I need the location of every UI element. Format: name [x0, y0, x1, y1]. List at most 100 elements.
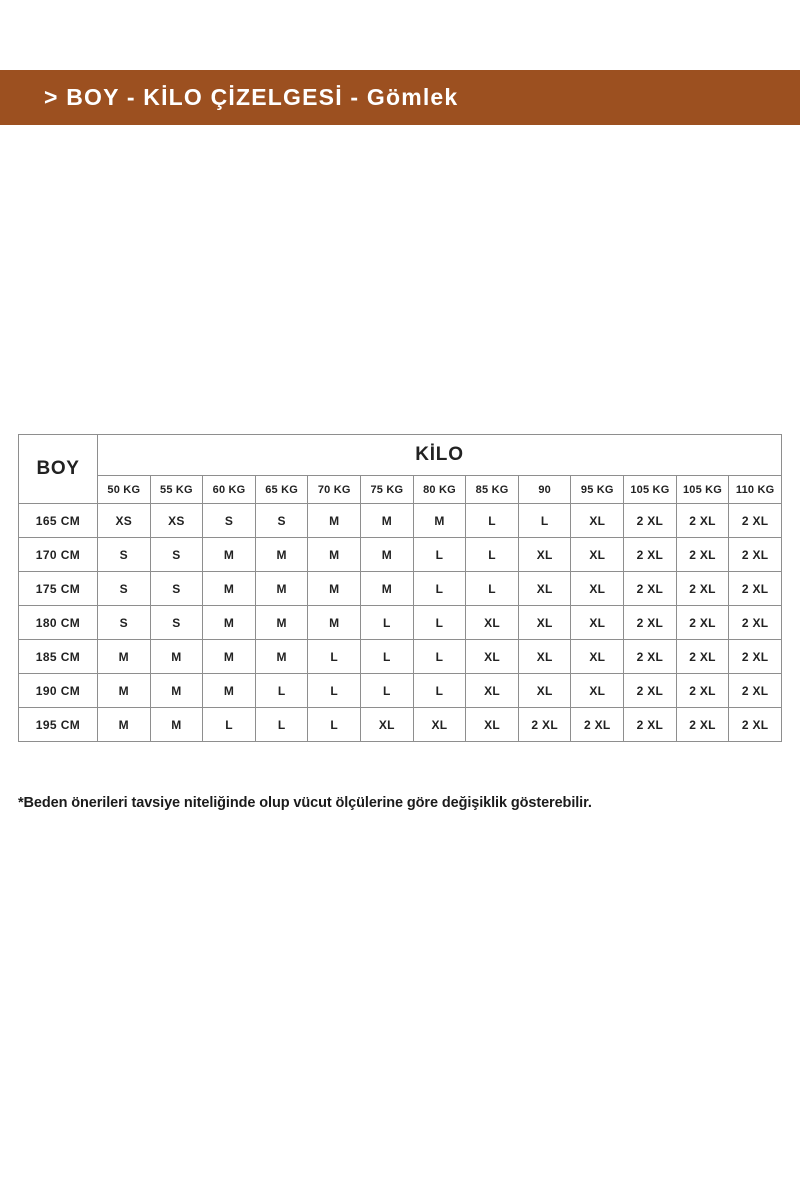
weight-column-header: 50 KG [97, 475, 151, 504]
size-cell: L [517, 503, 572, 538]
size-cell: 2 XL [623, 673, 677, 708]
size-chart-head: BOY KİLO 50 KG 55 KG 60 KG 65 KG 70 KG 75 KG 8… [18, 434, 782, 504]
weight-column-header: 90 [517, 475, 572, 504]
size-cell: S [97, 571, 151, 606]
size-cell: S [254, 503, 309, 538]
size-cell: L [412, 673, 467, 708]
size-cell: XL [570, 639, 625, 674]
size-cell: M [254, 605, 309, 640]
size-cell: 2 XL [728, 537, 782, 572]
size-cell: M [307, 605, 362, 640]
size-chart-table: BOY KİLO 50 KG 55 KG 60 KG 65 KG 70 KG 75 KG 8… [18, 434, 782, 742]
size-cell: L [202, 707, 256, 742]
size-cell: 2 XL [675, 673, 730, 708]
size-cell: L [307, 639, 362, 674]
size-cell: M [202, 537, 256, 572]
size-cell: L [412, 537, 467, 572]
size-cell: M [202, 673, 256, 708]
size-cell: S [149, 605, 204, 640]
size-cell: M [97, 639, 151, 674]
size-cell: XL [517, 673, 572, 708]
size-cell: L [307, 707, 362, 742]
size-cell: M [307, 503, 362, 538]
size-cell: 2 XL [728, 605, 782, 640]
size-cell: 2 XL [623, 537, 677, 572]
size-cell: XL [465, 673, 519, 708]
size-cell: XS [97, 503, 151, 538]
size-cell: M [360, 571, 414, 606]
size-cell: 2 XL [675, 503, 730, 538]
size-cell: L [307, 673, 362, 708]
table-row: 170 CM S S M M M M L L XL XL 2 XL 2 XL 2 XL [18, 537, 782, 572]
size-cell: 2 XL [517, 707, 572, 742]
size-cell: XL [465, 707, 519, 742]
size-cell: 2 XL [728, 639, 782, 674]
size-cell: M [202, 571, 256, 606]
size-cell: 2 XL [623, 571, 677, 606]
weight-column-header: 65 KG [254, 475, 309, 504]
header-row-weights: 50 KG 55 KG 60 KG 65 KG 70 KG 75 KG 80 KG 85 KG… [19, 475, 782, 504]
height-row-label: 175 CM [18, 571, 98, 606]
size-cell: M [360, 537, 414, 572]
size-chart-container: BOY KİLO 50 KG 55 KG 60 KG 65 KG 70 KG 75 KG 8… [18, 434, 782, 742]
weight-column-header: 75 KG [360, 475, 414, 504]
size-cell: XL [517, 605, 572, 640]
size-cell: L [465, 537, 519, 572]
size-cell: XL [570, 503, 625, 538]
size-cell: XL [570, 605, 625, 640]
size-cell: L [360, 673, 414, 708]
size-cell: 2 XL [675, 571, 730, 606]
weight-column-header: 105 KG [675, 475, 730, 504]
size-cell: L [254, 673, 309, 708]
size-cell: L [360, 639, 414, 674]
weight-column-header: 85 KG [465, 475, 519, 504]
footnote-text: *Beden önerileri tavsiye niteliğinde olu… [18, 795, 592, 811]
size-cell: 2 XL [728, 571, 782, 606]
size-cell: M [202, 639, 256, 674]
size-cell: 2 XL [570, 707, 625, 742]
table-row: 185 CM M M M M L L L XL XL XL 2 XL 2 XL 2 XL [18, 639, 782, 674]
weight-column-header: 70 KG [307, 475, 362, 504]
page-title: > BOY - KİLO ÇİZELGESİ - Gömlek [44, 84, 459, 110]
size-cell: 2 XL [623, 605, 677, 640]
table-row: 190 CM M M M L L L L XL XL XL 2 XL 2 XL 2 XL [18, 673, 782, 708]
size-cell: M [307, 571, 362, 606]
table-row: 180 CM S S M M M L L XL XL XL 2 XL 2 XL 2 XL [18, 605, 782, 640]
size-chart-body: 165 CM XS XS S S M M M L L XL 2 XL 2 XL 2 XL 170 CM S S M… [18, 503, 782, 742]
header-row-group: BOY KİLO [18, 434, 782, 504]
size-cell: XS [149, 503, 204, 538]
size-cell: M [149, 639, 204, 674]
table-row: 195 CM M M L L L XL XL XL 2 XL 2 XL 2 XL 2 XL 2 XL [18, 707, 782, 742]
size-cell: 2 XL [675, 605, 730, 640]
size-cell: 2 XL [623, 707, 677, 742]
height-row-label: 195 CM [18, 707, 98, 742]
table-row: 165 CM XS XS S S M M M L L XL 2 XL 2 XL 2 XL [18, 503, 782, 538]
size-cell: XL [570, 571, 625, 606]
size-cell: M [202, 605, 256, 640]
size-cell: XL [517, 537, 572, 572]
size-cell: XL [360, 707, 414, 742]
size-cell: 2 XL [675, 707, 730, 742]
size-cell: S [149, 537, 204, 572]
size-cell: L [254, 707, 309, 742]
size-cell: M [254, 537, 309, 572]
size-cell: M [254, 639, 309, 674]
height-row-label: 190 CM [18, 673, 98, 708]
weight-column-header: 55 KG [149, 475, 204, 504]
weight-column-header: 95 KG [570, 475, 625, 504]
size-cell: L [412, 571, 467, 606]
size-cell: M [360, 503, 414, 538]
size-cell: L [360, 605, 414, 640]
size-cell: XL [517, 571, 572, 606]
size-cell: 2 XL [728, 707, 782, 742]
size-cell: L [412, 605, 467, 640]
size-cell: XL [412, 707, 467, 742]
size-cell: S [97, 537, 151, 572]
size-cell: M [412, 503, 467, 538]
size-cell: 2 XL [623, 503, 677, 538]
size-cell: M [254, 571, 309, 606]
col-group-label-kilo: KİLO [97, 434, 782, 476]
size-cell: S [202, 503, 256, 538]
weight-column-header: 60 KG [202, 475, 256, 504]
height-row-label: 170 CM [18, 537, 98, 572]
